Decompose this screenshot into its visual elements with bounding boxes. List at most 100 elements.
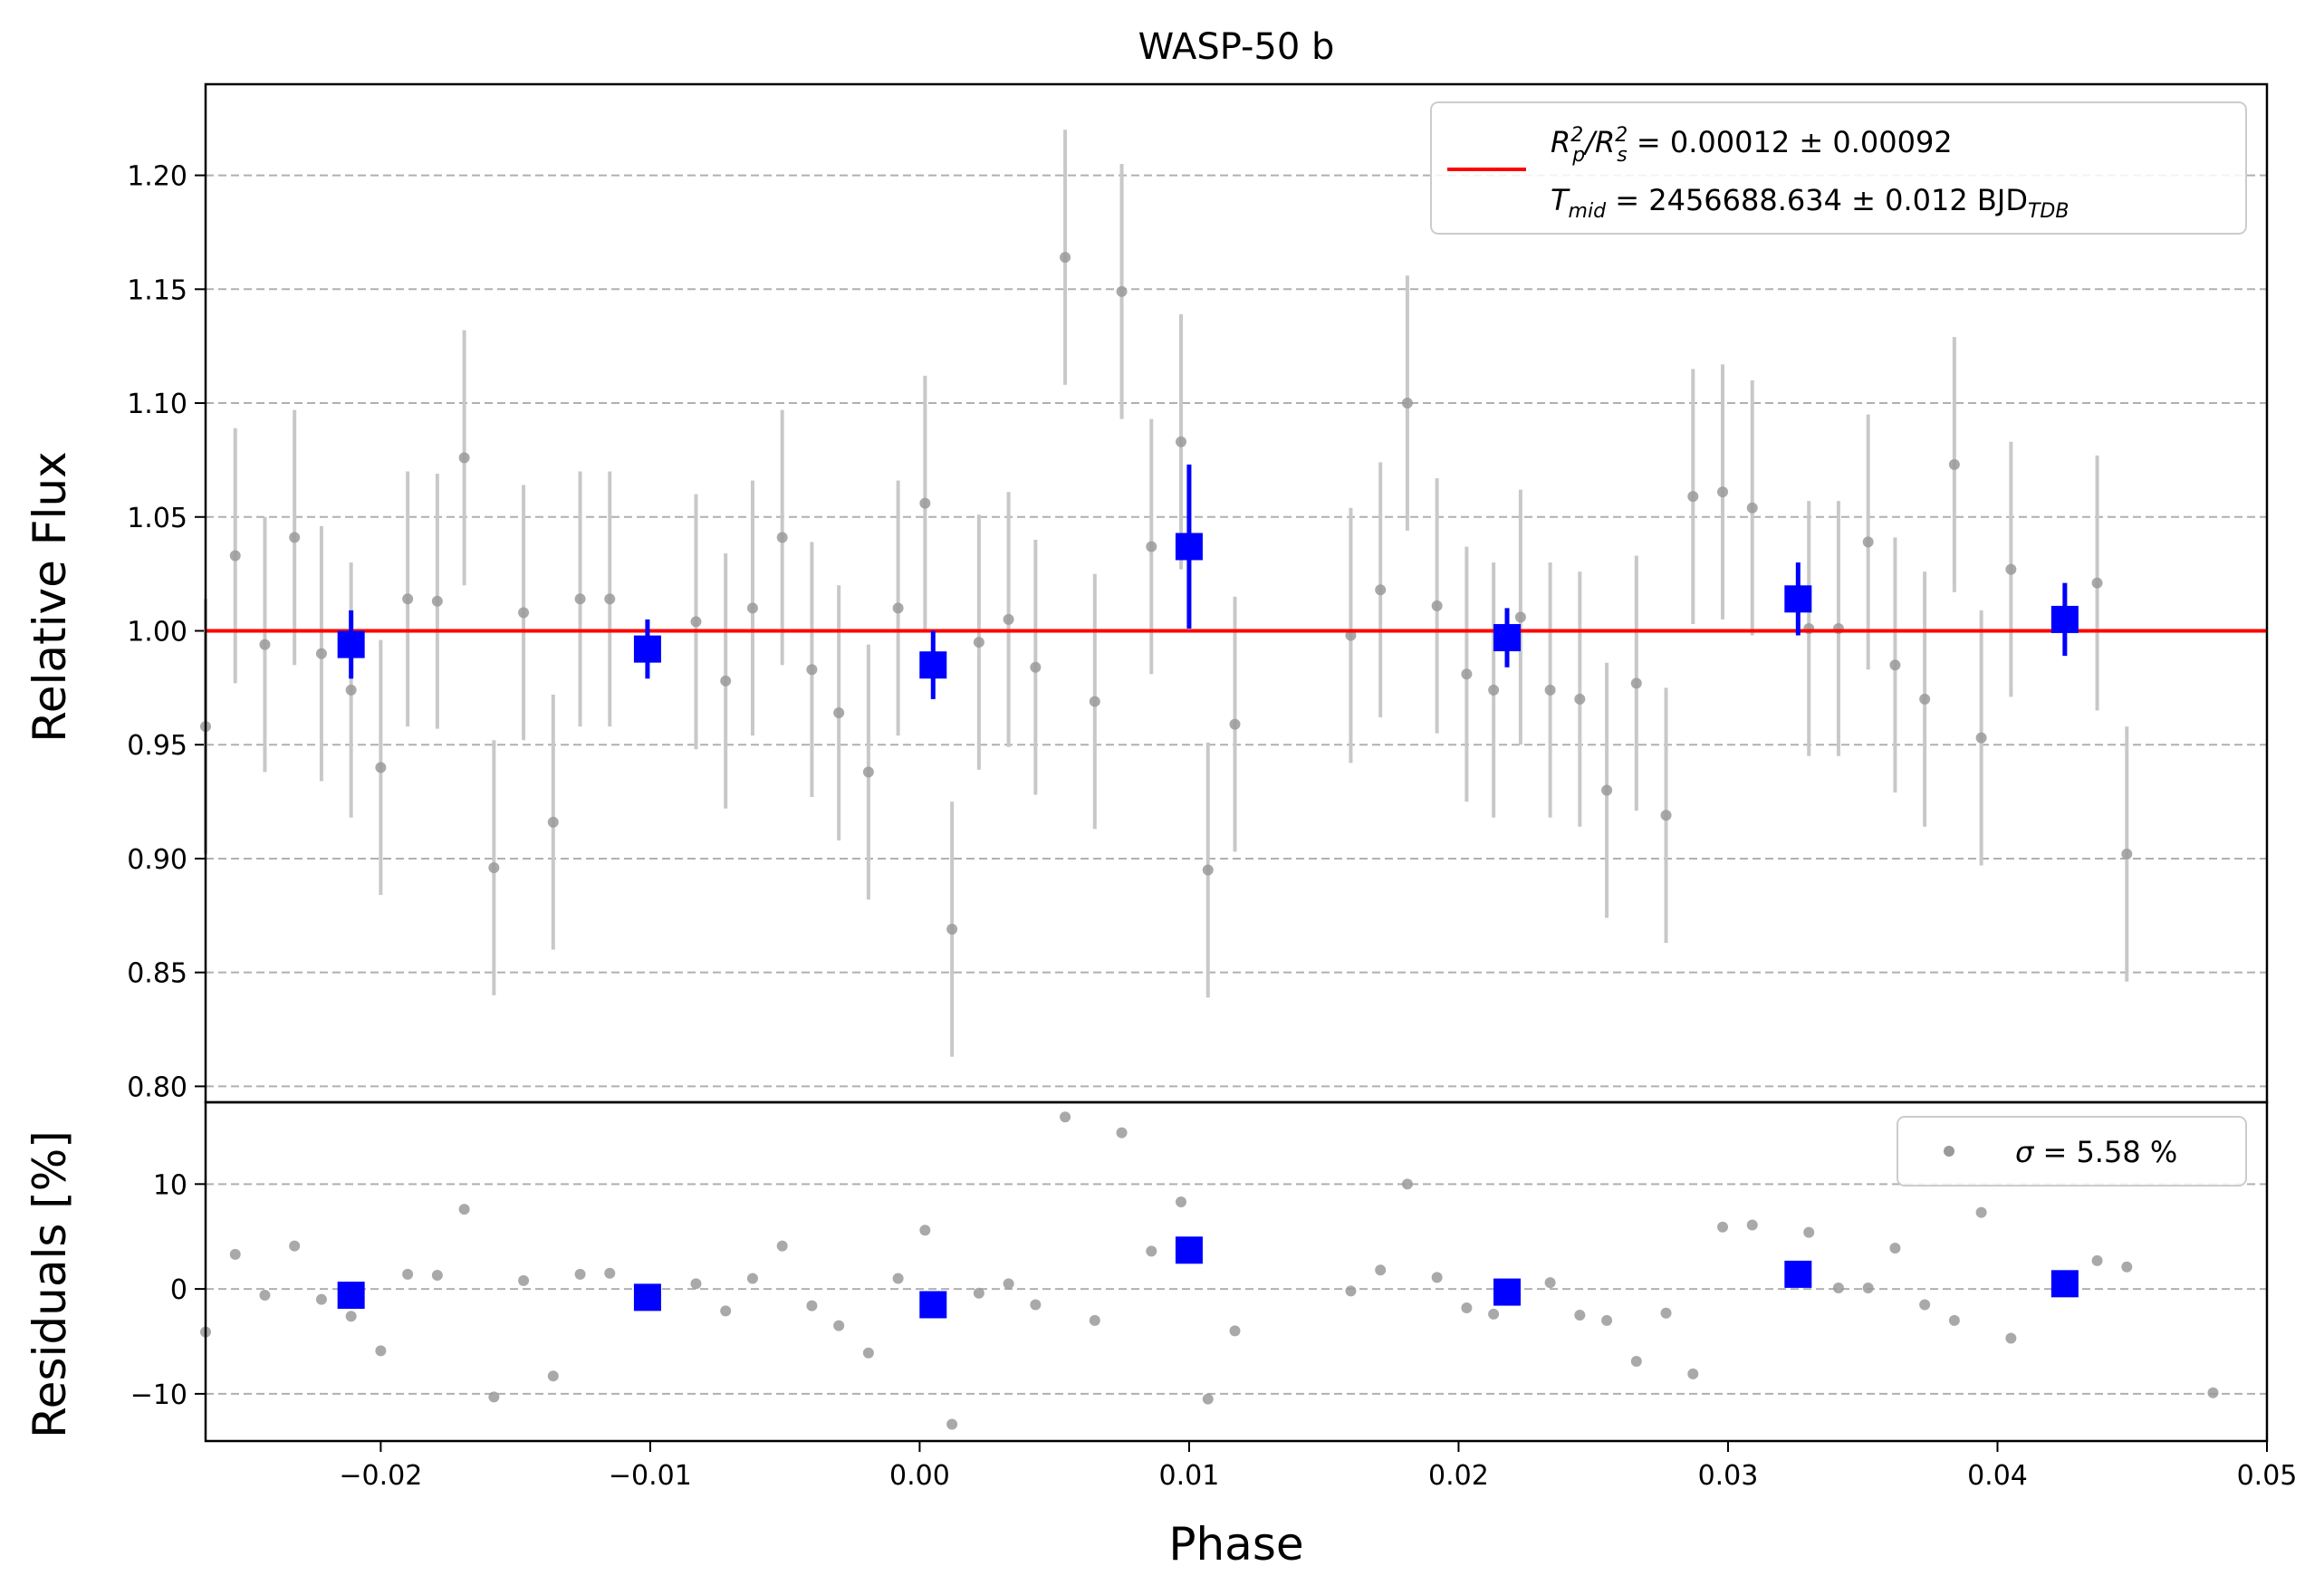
bottom-legend: σ = 5.58 % bbox=[1897, 1116, 2247, 1187]
bottom-panel-frame bbox=[204, 1100, 2269, 1443]
binned-point bbox=[633, 1283, 661, 1312]
y-tick-label: 1.00 bbox=[127, 616, 187, 648]
raw-point bbox=[1746, 1219, 1758, 1231]
raw-point bbox=[1345, 1285, 1357, 1297]
raw-point bbox=[1975, 732, 1987, 744]
x-tick-label: 0.05 bbox=[2237, 1460, 2298, 1492]
raw-point bbox=[547, 1370, 559, 1382]
y-tick-label: −10 bbox=[130, 1379, 187, 1411]
raw-point bbox=[806, 1300, 818, 1312]
raw-point bbox=[1401, 398, 1413, 409]
raw-point bbox=[2121, 1261, 2133, 1273]
y-tick-label: 0.85 bbox=[127, 958, 187, 990]
raw-point bbox=[402, 593, 414, 605]
raw-point bbox=[1345, 629, 1357, 641]
raw-point bbox=[518, 607, 530, 619]
y-tick-label: 10 bbox=[153, 1169, 187, 1201]
raw-point bbox=[1574, 1310, 1586, 1321]
y-tick-label: 0.80 bbox=[127, 1071, 187, 1103]
y-tick-label: 0 bbox=[170, 1274, 187, 1306]
raw-point bbox=[1544, 1277, 1556, 1289]
raw-point bbox=[315, 648, 327, 659]
y-tick-label: 1.10 bbox=[127, 389, 187, 420]
raw-point bbox=[1717, 1221, 1729, 1233]
raw-point bbox=[1948, 1314, 1960, 1326]
raw-point bbox=[1030, 661, 1042, 673]
raw-point bbox=[431, 1270, 443, 1282]
x-tick-label: −0.01 bbox=[609, 1460, 692, 1492]
raw-point bbox=[259, 1290, 271, 1302]
raw-point bbox=[375, 762, 387, 773]
raw-point bbox=[862, 1347, 874, 1359]
top-legend-box bbox=[1430, 101, 2247, 235]
raw-point bbox=[1488, 1308, 1500, 1320]
raw-point bbox=[776, 1240, 788, 1252]
raw-point bbox=[1401, 1178, 1413, 1190]
raw-point bbox=[1431, 600, 1443, 611]
raw-point bbox=[488, 862, 500, 874]
raw-point bbox=[720, 1305, 732, 1317]
raw-point bbox=[1948, 458, 1960, 470]
y-tick-label: 1.15 bbox=[127, 274, 187, 306]
raw-point bbox=[1116, 285, 1128, 297]
raw-point bbox=[375, 1345, 387, 1357]
raw-point bbox=[1601, 1314, 1613, 1326]
raw-point bbox=[488, 1391, 500, 1403]
raw-point bbox=[458, 452, 470, 464]
binned-point bbox=[1784, 1260, 1812, 1288]
raw-point bbox=[229, 550, 241, 562]
raw-point bbox=[892, 602, 904, 614]
raw-point bbox=[1975, 1206, 1987, 1218]
raw-point bbox=[1060, 252, 1071, 264]
raw-point bbox=[946, 1418, 958, 1430]
binned-point bbox=[2050, 1270, 2079, 1298]
raw-point bbox=[806, 664, 818, 676]
bottom-binned-points bbox=[337, 1236, 2079, 1319]
raw-point bbox=[1862, 536, 1874, 548]
x-tick-label: 0.03 bbox=[1698, 1460, 1759, 1492]
raw-point bbox=[2005, 1332, 2017, 1344]
raw-point bbox=[919, 497, 931, 509]
raw-point bbox=[1202, 1393, 1214, 1405]
raw-point bbox=[1862, 1282, 1874, 1293]
raw-point bbox=[833, 707, 845, 719]
raw-point bbox=[1630, 1356, 1642, 1367]
raw-point bbox=[1746, 502, 1758, 514]
top-legend: R2 p/R2 s = 0.00012 ± 0.00092 Tmid = 24566… bbox=[1430, 101, 2247, 235]
raw-point bbox=[1544, 684, 1556, 696]
raw-point bbox=[402, 1268, 414, 1280]
raw-point bbox=[1660, 810, 1672, 822]
raw-point bbox=[1514, 611, 1526, 623]
binned-point bbox=[633, 635, 661, 663]
bottom-y-ticks: −10 0 10 bbox=[130, 1169, 206, 1411]
binned-point bbox=[1175, 533, 1203, 561]
bottom-panel: −10 0 10 σ = 5.58 % Residuals [%] bbox=[24, 1100, 2269, 1443]
raw-point bbox=[2207, 1387, 2219, 1398]
bottom-legend-box bbox=[1897, 1116, 2247, 1187]
y-tick-label: 1.20 bbox=[127, 161, 187, 193]
raw-point bbox=[574, 593, 586, 605]
raw-point bbox=[1832, 1282, 1844, 1293]
raw-point bbox=[720, 675, 732, 687]
raw-point bbox=[776, 532, 788, 543]
raw-point bbox=[604, 1267, 616, 1279]
y-tick-label: 1.05 bbox=[127, 503, 187, 534]
raw-point bbox=[973, 637, 984, 649]
binned-point bbox=[1493, 1278, 1522, 1306]
bottom-y-axis-label: Residuals [%] bbox=[24, 1130, 76, 1438]
raw-point bbox=[690, 616, 702, 628]
raw-point bbox=[1889, 1242, 1901, 1254]
raw-point bbox=[746, 602, 758, 614]
y-tick-label: 0.90 bbox=[127, 844, 187, 876]
chart-title: WASP-50 b bbox=[1138, 26, 1335, 68]
raw-point bbox=[315, 1293, 327, 1305]
raw-point bbox=[345, 684, 357, 696]
x-tick-label: 0.00 bbox=[889, 1460, 950, 1492]
top-raw-points bbox=[200, 130, 2133, 1057]
legend-residual-marker bbox=[1944, 1146, 1954, 1157]
raw-point bbox=[1089, 696, 1100, 707]
raw-point bbox=[746, 1273, 758, 1284]
legend-line-tmid: Tmid = 2456688.634 ± 0.012 BJDTDB bbox=[1551, 183, 2069, 223]
binned-point bbox=[337, 1282, 365, 1310]
